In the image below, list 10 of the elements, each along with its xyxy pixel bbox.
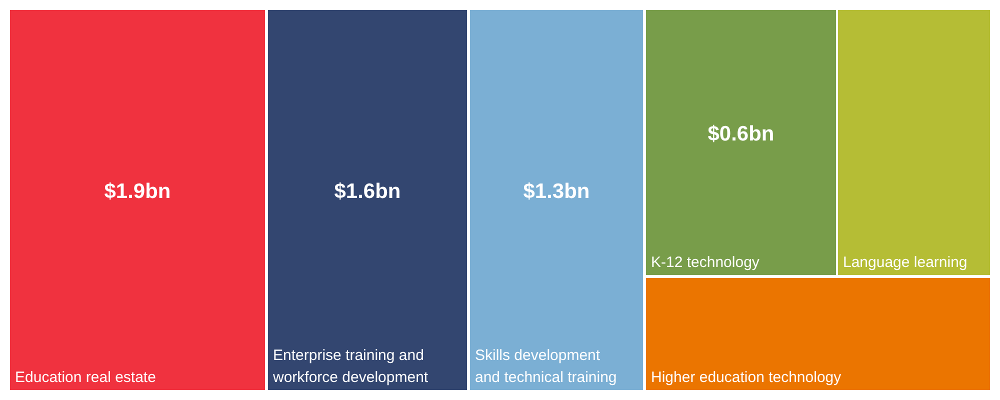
category-label: Education real estate [15, 369, 156, 386]
data-label: $1.9bn [104, 180, 171, 203]
category-label: K-12 technology [651, 254, 760, 271]
data-label: $1.3bn [523, 180, 590, 203]
category-label: Skills development and technical training [475, 347, 617, 386]
data-label: $1.6bn [334, 180, 401, 203]
category-label: Enterprise training and workforce development [272, 347, 429, 386]
data-label: $0.6bn [708, 122, 774, 146]
category-label: Higher education technology [651, 369, 842, 386]
category-label: Language learning [843, 254, 968, 271]
